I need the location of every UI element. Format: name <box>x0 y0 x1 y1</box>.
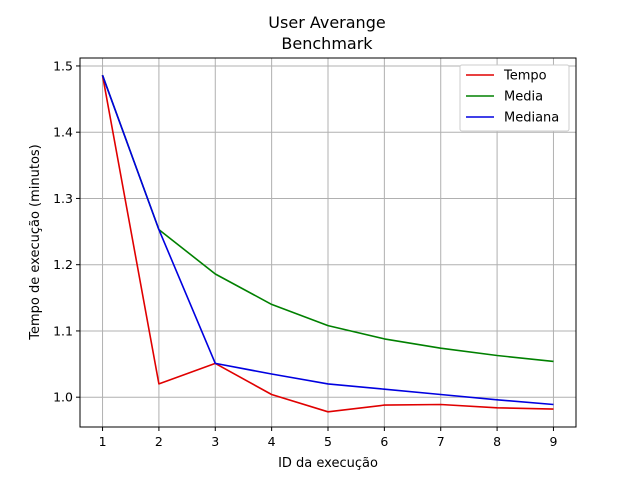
chart-title-line-1: User Averange <box>268 13 385 32</box>
y-axis-label: Tempo de execução (minutos) <box>28 144 43 340</box>
x-tick-label: 5 <box>324 434 332 449</box>
y-axis-ticks: 1.0 1.1 1.2 1.3 1.4 1.5 <box>53 58 80 405</box>
x-tick-label: 4 <box>268 434 276 449</box>
x-tick-label: 8 <box>493 434 501 449</box>
x-tick-label: 2 <box>155 434 163 449</box>
series-line-tempo <box>101 75 554 413</box>
series-line-mediana <box>101 74 554 406</box>
legend-box <box>459 64 570 132</box>
y-tick-label: 1.4 <box>53 125 73 140</box>
y-tick-label: 1.3 <box>53 191 73 206</box>
series-lines <box>101 74 554 413</box>
legend-label-tempo: Tempo <box>503 69 547 84</box>
series-line-media <box>101 74 554 363</box>
y-tick-label: 1.0 <box>53 390 73 405</box>
x-axis-label: ID da execução <box>278 456 378 471</box>
y-tick-label: 1.1 <box>53 323 73 338</box>
legend: Tempo Media Mediana <box>459 64 570 132</box>
x-axis-ticks: 1 2 3 4 5 6 7 8 9 <box>99 427 557 449</box>
legend-label-mediana: Mediana <box>504 111 559 126</box>
x-tick-label: 3 <box>211 434 219 449</box>
x-tick-label: 6 <box>380 434 388 449</box>
chart-title-line-2: Benchmark <box>281 34 373 53</box>
y-tick-label: 1.2 <box>53 257 73 272</box>
y-tick-label: 1.5 <box>53 58 73 73</box>
x-tick-label: 9 <box>549 434 557 449</box>
x-tick-label: 7 <box>437 434 445 449</box>
legend-label-media: Media <box>504 90 543 105</box>
x-tick-label: 1 <box>99 434 107 449</box>
